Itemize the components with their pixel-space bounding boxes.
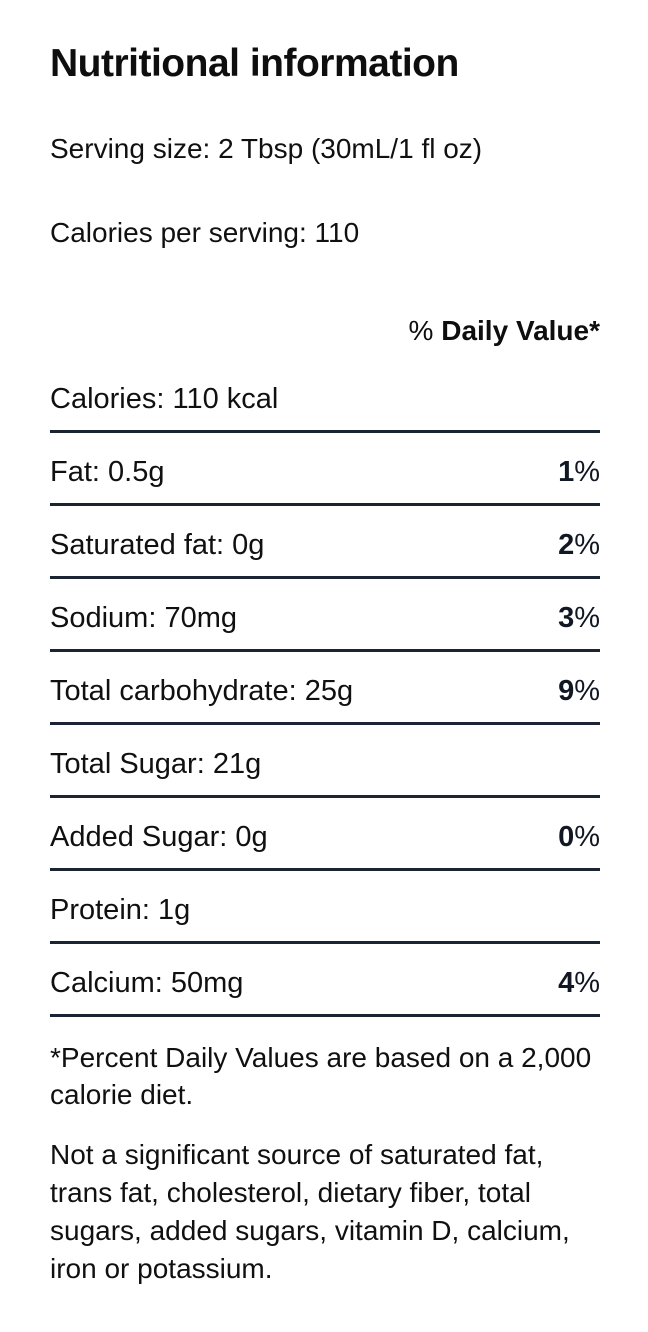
nutrient-label: Protein: 1g: [50, 894, 191, 926]
table-row: Fat: 0.5g 1%: [50, 433, 600, 506]
nutrient-label: Saturated fat: 0g: [50, 529, 265, 561]
daily-value-number: 0: [558, 821, 575, 853]
daily-value-percent: 0%: [558, 820, 600, 854]
daily-value-percent: 2%: [558, 528, 600, 562]
nutrient-label: Fat: 0.5g: [50, 456, 165, 488]
daily-value-footnote: *Percent Daily Values are based on a 2,0…: [50, 1042, 592, 1110]
table-row: Total Sugar: 21g: [50, 725, 600, 798]
calories-per-serving-line: Calories per serving: 110: [50, 217, 360, 248]
daily-value-number: 2: [558, 529, 575, 561]
table-row: Sodium: 70mg 3%: [50, 579, 600, 652]
daily-value-percent-sign: %: [574, 529, 600, 561]
table-row: Saturated fat: 0g 2%: [50, 506, 600, 579]
nutrient-label: Added Sugar: 0g: [50, 821, 268, 853]
daily-value-header: % Daily Value*: [50, 314, 600, 348]
table-row: Protein: 1g: [50, 871, 600, 944]
page-title: Nutritional information: [50, 42, 459, 85]
daily-value-number: 3: [558, 602, 575, 634]
daily-value-percent-sign: %: [574, 967, 600, 999]
daily-value-percent-sign: %: [574, 821, 600, 853]
nutrient-label: Total Sugar: 21g: [50, 748, 262, 780]
table-row: Calcium: 50mg 4%: [50, 944, 600, 1017]
daily-value-percent: 4%: [558, 966, 600, 1000]
table-row: Calories: 110 kcal: [50, 348, 600, 433]
daily-value-percent: 3%: [558, 601, 600, 635]
table-row: Added Sugar: 0g 0%: [50, 798, 600, 871]
daily-value-percent-sign: %: [408, 315, 442, 346]
nutrient-label: Calories: 110 kcal: [50, 383, 279, 415]
daily-value-number: 9: [558, 675, 575, 707]
daily-value-percent-sign: %: [574, 675, 600, 707]
daily-value-percent-sign: %: [574, 602, 600, 634]
serving-size-line: Serving size: 2 Tbsp (30mL/1 fl oz): [50, 133, 483, 164]
nutrient-label: Calcium: 50mg: [50, 967, 244, 999]
daily-value-percent: 9%: [558, 674, 600, 708]
not-significant-source-disclaimer: Not a significant source of saturated fa…: [50, 1139, 570, 1284]
table-row: Total carbohydrate: 25g 9%: [50, 652, 600, 725]
nutrition-table: Calories: 110 kcal Fat: 0.5g 1% Saturated f…: [50, 348, 600, 1017]
daily-value-percent-sign: %: [574, 456, 600, 488]
daily-value-number: 1: [558, 456, 575, 488]
daily-value-number: 4: [558, 967, 575, 999]
nutrient-label: Sodium: 70mg: [50, 602, 237, 634]
daily-value-percent: 1%: [558, 455, 600, 489]
daily-value-header-label: Daily Value*: [441, 315, 600, 346]
nutrient-label: Total carbohydrate: 25g: [50, 675, 354, 707]
